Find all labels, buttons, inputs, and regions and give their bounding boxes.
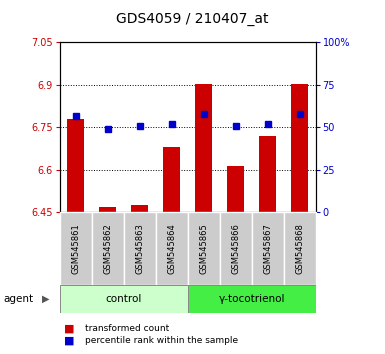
Bar: [156, 212, 188, 285]
Bar: [131, 205, 149, 212]
Bar: [99, 207, 117, 212]
Text: GSM545864: GSM545864: [167, 223, 176, 274]
Text: GSM545868: GSM545868: [295, 223, 304, 274]
Text: GSM545865: GSM545865: [199, 223, 208, 274]
Text: control: control: [105, 294, 142, 304]
Text: GSM545867: GSM545867: [263, 223, 272, 274]
Bar: [124, 212, 156, 285]
Bar: [195, 84, 213, 212]
Text: transformed count: transformed count: [85, 324, 169, 333]
Text: γ-tocotrienol: γ-tocotrienol: [218, 294, 285, 304]
Bar: [227, 166, 244, 212]
Text: ■: ■: [64, 336, 74, 346]
Bar: [291, 84, 308, 212]
Text: agent: agent: [4, 294, 34, 304]
Bar: [284, 212, 316, 285]
Bar: [220, 212, 252, 285]
Bar: [259, 136, 276, 212]
Text: percentile rank within the sample: percentile rank within the sample: [85, 336, 238, 345]
Bar: [252, 212, 284, 285]
Text: GSM545866: GSM545866: [231, 223, 240, 274]
Text: GSM545863: GSM545863: [135, 223, 144, 274]
Bar: [60, 212, 92, 285]
Bar: [60, 285, 187, 313]
Text: ▶: ▶: [42, 294, 50, 304]
Text: GSM545861: GSM545861: [71, 223, 80, 274]
Text: GDS4059 / 210407_at: GDS4059 / 210407_at: [116, 12, 269, 27]
Bar: [163, 147, 181, 212]
Bar: [187, 212, 220, 285]
Bar: [67, 119, 84, 212]
Bar: [187, 285, 316, 313]
Text: GSM545862: GSM545862: [103, 223, 112, 274]
Text: ■: ■: [64, 324, 74, 333]
Bar: [92, 212, 124, 285]
